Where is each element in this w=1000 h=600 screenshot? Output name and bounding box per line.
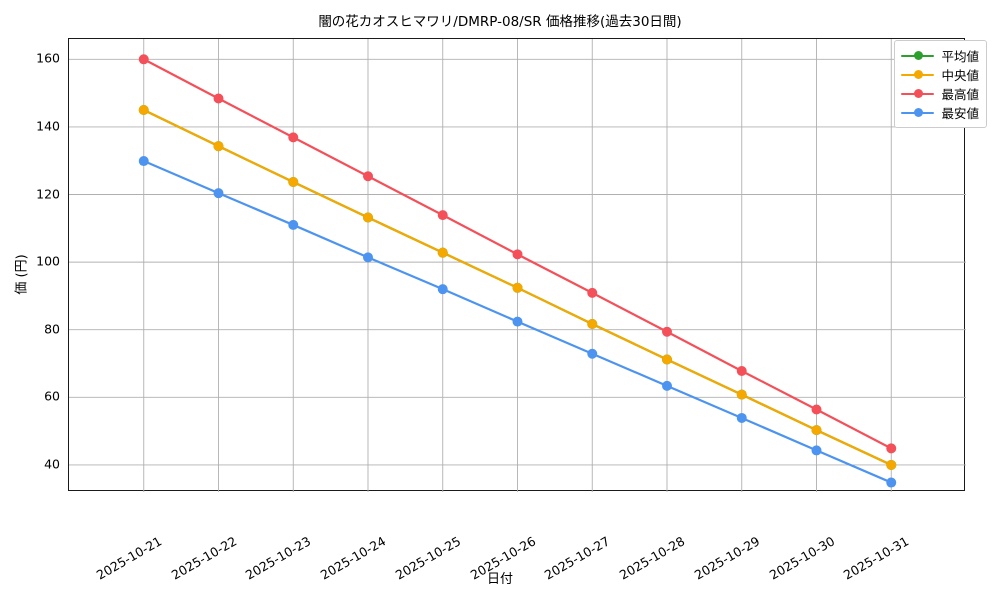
- data-point-marker: [437, 284, 448, 295]
- data-point-marker: [288, 176, 299, 187]
- data-point-marker: [662, 354, 672, 365]
- data-point-marker: [886, 443, 897, 454]
- legend-item-label: 最高値: [941, 87, 979, 102]
- data-point-marker: [811, 445, 822, 456]
- legend-item[interactable]: 中央値: [901, 65, 979, 84]
- data-point-marker: [138, 156, 149, 167]
- plot-svg: [69, 39, 966, 492]
- data-point-marker: [437, 210, 448, 221]
- series-markers: [138, 54, 897, 488]
- legend-item[interactable]: 最安値: [901, 103, 979, 122]
- y-axis-tick-labels: 40 60 80 100 120 140 160: [0, 38, 60, 491]
- y-tick-label: 160: [36, 50, 60, 66]
- y-tick-label: 120: [36, 186, 60, 201]
- data-point-marker: [363, 171, 373, 182]
- data-point-marker: [288, 132, 299, 143]
- data-point-marker: [213, 141, 224, 152]
- y-tick-label: 60: [44, 388, 60, 404]
- data-point-marker: [213, 188, 224, 199]
- legend-dot-swatch: [913, 89, 923, 98]
- legend-item[interactable]: 平均値: [901, 46, 979, 65]
- data-point-marker: [437, 247, 448, 258]
- legend-marker-icon: [901, 68, 935, 82]
- y-tick-label: 40: [44, 456, 60, 472]
- data-point-marker: [138, 54, 149, 65]
- data-point-marker: [736, 412, 747, 423]
- y-tick-label: 80: [44, 321, 60, 337]
- legend-item-label: 平均値: [941, 49, 979, 64]
- data-point-marker: [662, 380, 672, 391]
- legend-item-label: 中央値: [941, 68, 979, 83]
- plot-area: [68, 38, 966, 492]
- legend-item[interactable]: 最高値: [901, 84, 979, 103]
- legend-dot-swatch: [913, 108, 923, 117]
- data-point-marker: [811, 425, 822, 436]
- legend-dot-swatch: [913, 70, 923, 79]
- data-point-marker: [736, 365, 747, 376]
- legend-marker-icon: [901, 87, 935, 101]
- chart-legend: 平均値中央値最高値最安値: [894, 40, 987, 128]
- data-point-marker: [662, 326, 672, 337]
- grid-lines: [69, 39, 966, 492]
- data-point-marker: [512, 282, 523, 293]
- data-point-marker: [587, 318, 598, 329]
- data-point-marker: [363, 252, 373, 263]
- data-point-marker: [886, 477, 897, 488]
- legend-dot-swatch: [913, 51, 923, 60]
- y-tick-label: 140: [36, 118, 60, 134]
- data-point-marker: [811, 404, 822, 415]
- legend-marker-icon: [901, 49, 935, 63]
- data-point-marker: [886, 459, 897, 470]
- legend-item-label: 最安値: [941, 106, 979, 121]
- data-point-marker: [213, 93, 224, 104]
- data-point-marker: [587, 348, 598, 359]
- chart-title: 闇の花カオスヒマワリ/DMRP-08/SR 価格推移(過去30日間): [318, 14, 682, 30]
- data-point-marker: [587, 287, 598, 298]
- legend-marker-icon: [901, 106, 935, 120]
- data-point-marker: [138, 104, 149, 115]
- data-point-marker: [736, 389, 747, 400]
- data-point-marker: [288, 219, 299, 230]
- data-point-marker: [512, 316, 523, 327]
- x-axis-label: 日付: [486, 572, 513, 587]
- data-point-marker: [363, 212, 373, 223]
- data-point-marker: [512, 249, 523, 260]
- y-tick-label: 100: [36, 253, 60, 269]
